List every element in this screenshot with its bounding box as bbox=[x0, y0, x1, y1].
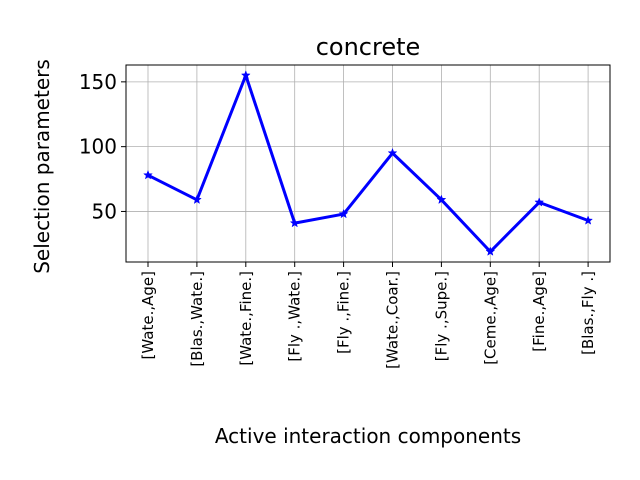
x-tick-label: [Fly .,Wate.] bbox=[286, 271, 304, 362]
data-point-marker bbox=[436, 194, 447, 205]
x-axis-label: Active interaction components bbox=[215, 424, 521, 448]
series-line bbox=[147, 73, 589, 254]
data-point-marker bbox=[485, 246, 496, 256]
x-tick-label: [Blas.,Wate.] bbox=[188, 271, 206, 367]
data-point-marker bbox=[338, 208, 349, 219]
x-tick-label: [Ceme.,Age] bbox=[481, 271, 499, 365]
chart-title: concrete bbox=[316, 33, 421, 61]
x-axis: [Wate.,Age] [Blas.,Wate.] [Wate.,Fine.] [Fl… bbox=[139, 262, 597, 369]
y-tick-label: 150 bbox=[79, 70, 117, 94]
x-tick-label: [Blas.,Fly .] bbox=[579, 271, 597, 355]
data-point-marker bbox=[240, 70, 251, 80]
data-point-marker bbox=[534, 197, 545, 207]
x-tick-label: [Fly .,Supe.] bbox=[432, 271, 450, 361]
data-point-marker bbox=[289, 217, 300, 228]
y-axis: 50 100 150 bbox=[79, 70, 126, 223]
x-tick-label: [Wate.,Fine.] bbox=[237, 271, 255, 366]
series-group bbox=[143, 70, 594, 256]
data-point-marker bbox=[583, 215, 594, 225]
y-axis-label: Selection parameters bbox=[30, 59, 54, 274]
x-tick-label: [Wate.,Coar.] bbox=[384, 271, 402, 369]
data-point-marker bbox=[191, 194, 202, 205]
data-point-marker bbox=[387, 147, 398, 158]
data-point-marker bbox=[143, 169, 153, 180]
grid bbox=[126, 65, 610, 262]
x-tick-label: [Wate.,Age] bbox=[139, 271, 157, 359]
y-tick-label: 50 bbox=[92, 199, 117, 223]
x-tick-label: [Fine.,Age] bbox=[530, 271, 548, 352]
x-tick-label: [Fly .,Fine.] bbox=[335, 271, 353, 354]
y-tick-label: 100 bbox=[79, 135, 117, 159]
plot-frame bbox=[125, 64, 611, 263]
